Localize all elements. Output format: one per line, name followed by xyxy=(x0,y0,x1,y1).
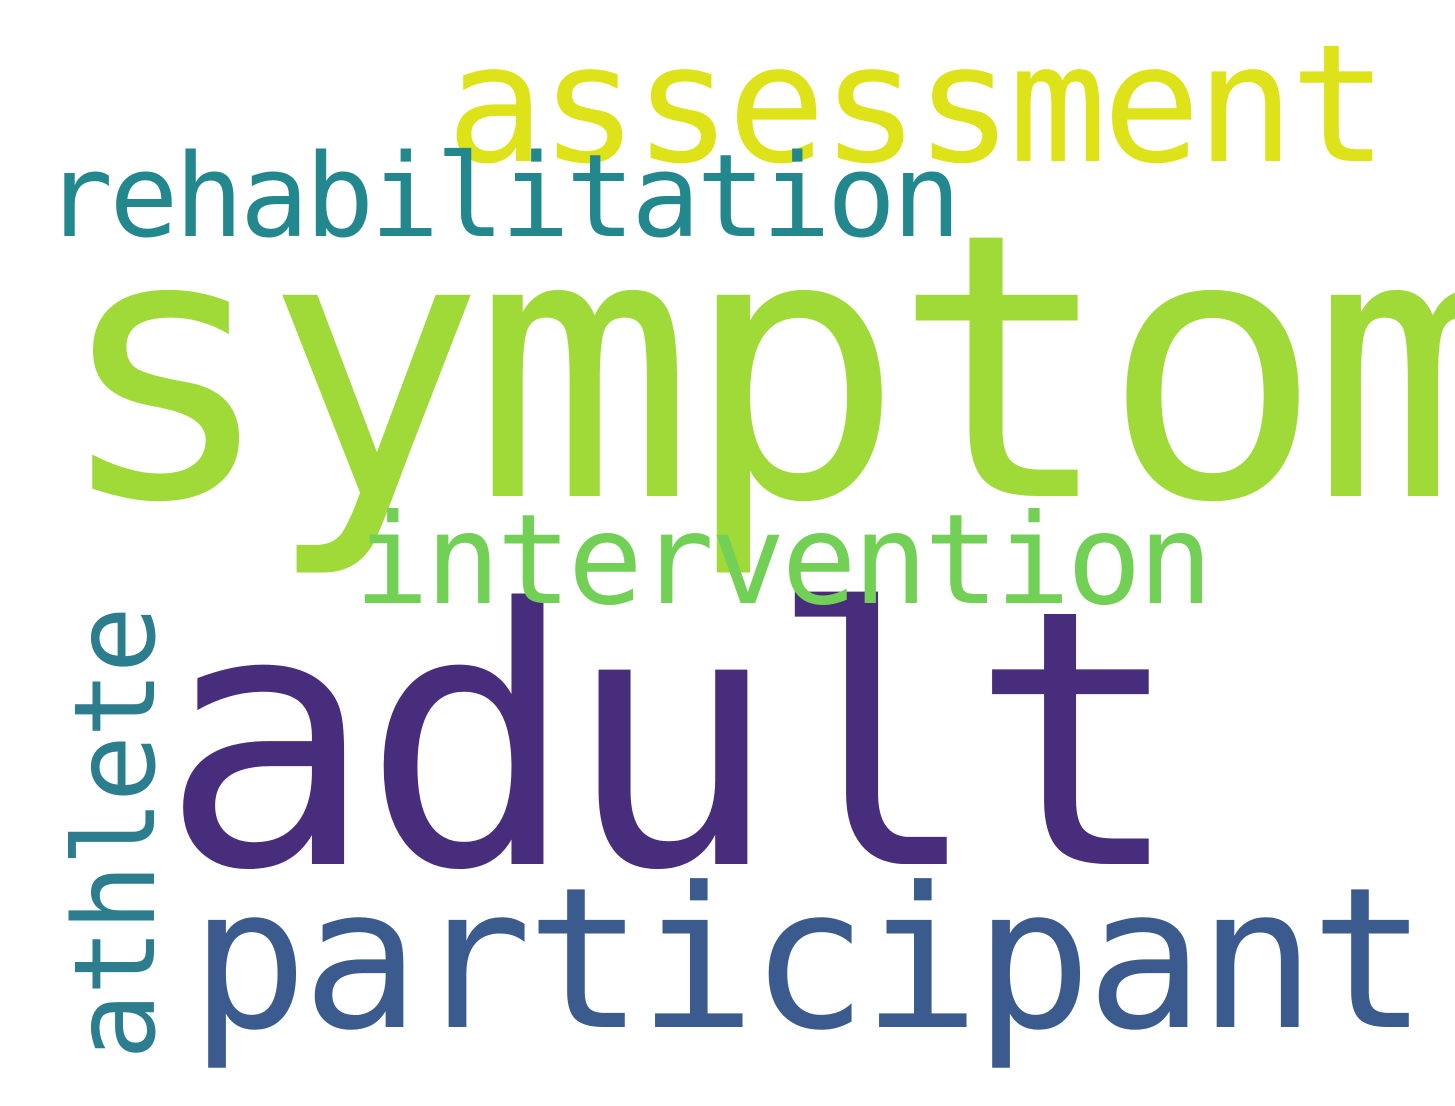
word-athlete: athlete xyxy=(51,608,181,1060)
word-adult: adult xyxy=(160,534,1184,948)
word-participant: participant xyxy=(190,846,1428,1074)
word-rehabilitation: rehabilitation xyxy=(44,130,961,264)
word-intervention: intervention xyxy=(354,488,1213,633)
word-symptom: symptom xyxy=(54,154,1455,583)
word-assessment: assessment xyxy=(446,9,1388,200)
